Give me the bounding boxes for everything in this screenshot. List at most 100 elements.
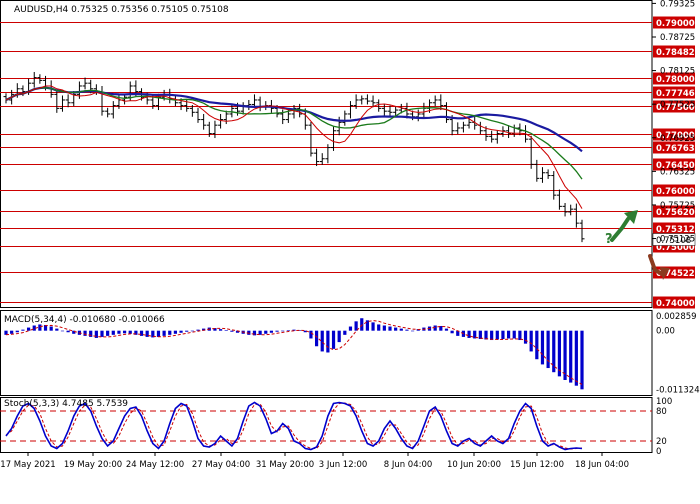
macd-panel: 0.002859 0.00 -0.011324 <box>4 312 700 395</box>
macd-bar <box>230 330 234 332</box>
macd-bar <box>4 330 8 335</box>
macd-bar <box>348 326 353 331</box>
level-label: 0.77000 <box>656 131 695 141</box>
macd-bar <box>117 330 121 334</box>
time-axis-label: 27 May 04:00 <box>192 460 250 470</box>
macd-bar <box>213 328 217 331</box>
macd-bar <box>10 330 14 334</box>
macd-bar <box>66 330 70 333</box>
level-label: 0.75620 <box>656 208 695 218</box>
macd-bar <box>258 330 262 335</box>
macd-bar <box>444 328 449 331</box>
stoch-axis-label: 20 <box>656 437 667 447</box>
macd-bar <box>501 330 505 339</box>
macd-bar <box>326 330 330 353</box>
panel-frames <box>0 0 653 453</box>
time-axis-label: 8 Jun 04:00 <box>384 460 433 470</box>
time-axis-label: 24 May 12:00 <box>126 460 184 470</box>
macd-bar <box>456 330 460 336</box>
macd-bar <box>106 330 110 336</box>
macd-bar <box>156 330 161 337</box>
macd-bar <box>484 330 488 340</box>
level-label-box <box>653 222 695 235</box>
level-label: 0.77500 <box>656 103 695 113</box>
level-label: 0.79000 <box>656 19 695 29</box>
time-axis-label: 17 May 2021 <box>0 460 55 470</box>
arrow-up-head <box>624 210 638 224</box>
time-axis-label: 18 Jun 04:00 <box>575 460 629 470</box>
macd-bar <box>185 330 189 332</box>
stoch-signal-line <box>5 402 583 450</box>
macd-bar <box>354 321 358 331</box>
price-axis-label: 0.76325 <box>660 167 695 177</box>
macd-bar <box>173 330 178 334</box>
macd-bar <box>15 330 19 333</box>
macd-bar <box>518 330 522 341</box>
macd-signal-line <box>5 320 583 385</box>
macd-bar <box>506 330 511 339</box>
level-label: 0.78000 <box>656 75 695 85</box>
macd-bar <box>190 330 194 332</box>
stoch-panel-frame <box>0 397 653 453</box>
macd-bar <box>298 330 302 331</box>
price-series <box>3 71 585 243</box>
macd-bar <box>122 330 127 334</box>
price-axis-label: 0.78125 <box>660 67 695 77</box>
macd-bar <box>309 330 313 339</box>
macd-bar <box>224 330 228 331</box>
macd-bar <box>100 330 104 337</box>
macd-bar <box>371 322 375 331</box>
level-label: 0.74522 <box>656 269 695 279</box>
macd-bar <box>394 327 398 331</box>
macd-bar <box>377 324 381 331</box>
macd-axis-label: -0.011324 <box>656 385 700 395</box>
time-axis-label: 31 May 20:00 <box>256 460 314 470</box>
level-label-box <box>653 205 695 218</box>
macd-bar <box>512 330 516 339</box>
macd-bar <box>388 326 392 331</box>
macd-bar <box>55 328 59 331</box>
level-label-box <box>653 296 695 309</box>
moving-averages <box>5 85 583 209</box>
current-price-box <box>652 233 696 246</box>
macd-axis-label: 0.00 <box>656 327 675 337</box>
ma-medium-line <box>5 87 583 180</box>
time-axis-label: 19 May 20:00 <box>64 460 122 470</box>
support-resistance-levels: 0.79000 0.78482 0.78000 0.77746 0.77500 0.770… <box>0 16 696 309</box>
macd-bar <box>563 330 567 380</box>
macd-bar <box>151 330 155 338</box>
macd-bar <box>247 330 251 335</box>
macd-bar <box>252 330 257 336</box>
level-label-box <box>653 72 695 85</box>
level-label: 0.75312 <box>656 225 695 235</box>
level-label: 0.77746 <box>656 89 695 99</box>
macd-bar <box>275 330 279 332</box>
macd-bar <box>281 330 285 332</box>
macd-bar <box>529 330 533 352</box>
macd-bar <box>292 329 296 331</box>
macd-bar <box>128 330 132 334</box>
macd-bar <box>478 330 482 339</box>
level-label-box <box>653 86 695 99</box>
macd-bar <box>523 330 528 344</box>
macd-bar <box>574 330 578 386</box>
macd-bar <box>569 330 573 383</box>
macd-bar <box>26 327 31 331</box>
macd-bar <box>320 330 324 352</box>
level-label: 0.75000 <box>656 243 695 253</box>
macd-bar <box>580 330 584 390</box>
level-label-box <box>653 184 695 197</box>
price-axis-label: 0.78725 <box>660 33 695 43</box>
macd-bar <box>94 330 98 338</box>
arrow-down-shaft <box>648 254 664 276</box>
current-price-label: 0.75108 <box>656 236 691 246</box>
macd-bar <box>365 320 370 331</box>
macd-bar <box>360 318 364 331</box>
level-label: 0.76000 <box>656 187 695 197</box>
macd-bar <box>202 328 206 331</box>
price-axis-label: 0.75125 <box>660 235 695 245</box>
macd-bar <box>490 330 494 341</box>
